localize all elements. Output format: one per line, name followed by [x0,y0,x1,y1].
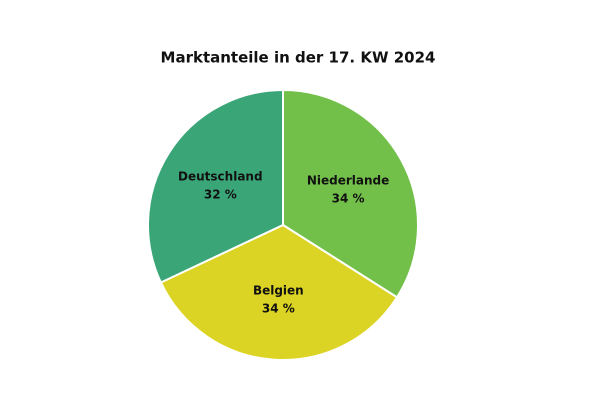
slice-label: Belgien [253,284,304,298]
chart-title: Marktanteile in der 17. KW 2024 [161,49,436,67]
value-label: 34 % [262,302,295,316]
pie-slice [159,223,399,361]
pie-slice [147,88,284,284]
slice-label: Deutschland [178,170,263,184]
value-label: 34 % [332,192,365,206]
value-label: 32 % [204,188,237,202]
slice-label: Niederlande [307,174,389,188]
